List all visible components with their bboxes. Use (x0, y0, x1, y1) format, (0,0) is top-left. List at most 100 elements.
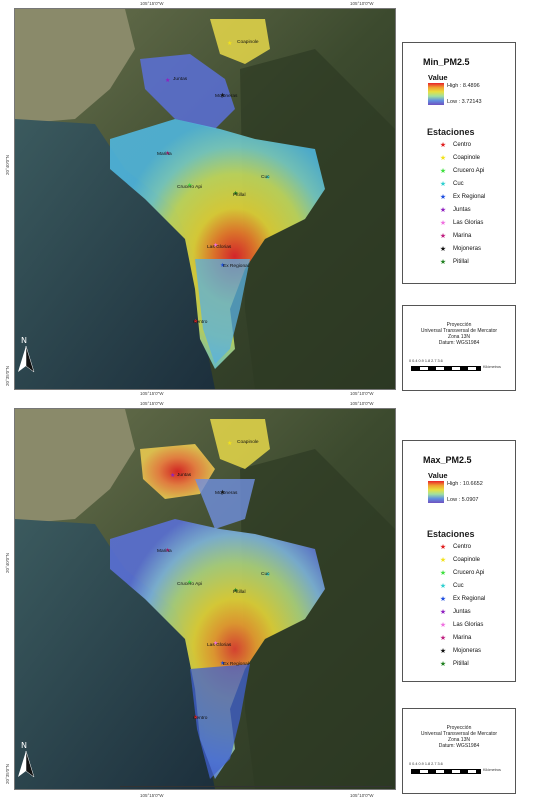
station-row-coapinole: ★ Coapinole (439, 154, 481, 162)
svg-text:★: ★ (227, 40, 232, 47)
coord-bottom-right: 105°10'0"W (350, 391, 374, 396)
star-icon: ★ (439, 180, 447, 188)
star-icon: ★ (439, 608, 447, 616)
station-row-marina: ★ Marina (439, 232, 472, 240)
projection-box-min: Proyección Universal Transversal de Merc… (402, 305, 516, 391)
svg-text:★: ★ (187, 579, 192, 586)
coord-left-lower: 20°35'0"N (5, 763, 10, 784)
label-marina: Marina (157, 152, 172, 157)
star-icon: ★ (439, 258, 447, 266)
star-icon: ★ (439, 245, 447, 253)
map-canvas-min: ★ ★ ★ ★ ★ ★ ★ ★ ★ ★ (15, 9, 395, 389)
coord-left-upper: 20°40'0"N (5, 552, 10, 573)
label-las-glorias: Las Glorias (207, 245, 232, 250)
svg-text:★: ★ (220, 92, 225, 99)
stations-title: Estaciones (427, 529, 475, 539)
star-icon: ★ (439, 232, 447, 240)
svg-text:★: ★ (227, 440, 232, 447)
station-row-centro: ★ Centro (439, 543, 472, 551)
svg-text:★: ★ (193, 714, 198, 721)
station-row-ex-regional: ★ Ex Regional (439, 193, 486, 201)
label-centro: Centro (193, 716, 208, 721)
label-mojoneras: Mojoneras (215, 491, 238, 496)
map-min-pm25[interactable]: ★ ★ ★ ★ ★ ★ ★ ★ ★ ★ Coapinole Juntas Moj… (14, 8, 396, 390)
station-row-cuc: ★ Cuc (439, 180, 464, 188)
label-marina: Marina (157, 549, 172, 554)
star-icon: ★ (439, 621, 447, 629)
panel-max-pm25: 105°15'0"W 105°10'0"W 20°40'0"N 20°35'0"… (0, 398, 534, 798)
legend-max: Max_PM2.5 Value High : 10.6652 Low : 5.0… (402, 440, 516, 682)
label-coapinole: Coapinole (237, 40, 259, 45)
station-row-pitillal: ★ Pitillal (439, 258, 469, 266)
scale-bar (411, 769, 481, 774)
ramp-high-label: High : 8.4896 (447, 83, 480, 89)
svg-text:★: ★ (220, 262, 225, 269)
label-coapinole: Coapinole (237, 440, 259, 445)
station-row-las-glorias: ★ Las Glorias (439, 219, 484, 227)
projection-box-max: Proyección Universal Transversal de Merc… (402, 708, 516, 794)
coord-top-left: 105°15'0"W (140, 1, 164, 6)
legend-value-label: Value (428, 471, 448, 480)
coord-bottom-left: 105°15'0"W (140, 793, 164, 798)
label-crucero-api: Crucero Api (177, 185, 203, 190)
svg-text:★: ★ (233, 587, 238, 594)
station-row-juntas: ★ Juntas (439, 206, 471, 214)
ramp-low-label: Low : 3.72143 (447, 99, 482, 105)
projection-line4: Datum: WGS1984 (438, 743, 480, 749)
station-row-crucero-api: ★ Crucero Api (439, 569, 485, 577)
star-icon: ★ (439, 167, 447, 175)
svg-text:★: ★ (165, 77, 170, 84)
coord-left-lower: 20°35'0"N (5, 365, 10, 386)
label-pitillal: Pitillal (233, 193, 246, 198)
station-row-crucero-api: ★ Crucero Api (439, 167, 485, 175)
coord-top-right: 105°10'0"W (350, 401, 374, 406)
projection-line2: Universal Transversal de Mercator (420, 328, 498, 334)
station-row-coapinole: ★ Coapinole (439, 556, 481, 564)
star-icon: ★ (439, 219, 447, 227)
scale-unit: Kilómetros (483, 768, 501, 772)
coord-top-left: 105°15'0"W (140, 401, 164, 406)
map-canvas-max: ★ ★ ★ ★ ★ ★ ★ ★ ★ ★ (15, 409, 395, 789)
scale-unit: Kilómetros (483, 365, 501, 369)
svg-text:★: ★ (220, 660, 225, 667)
star-icon: ★ (439, 582, 447, 590)
star-icon: ★ (439, 206, 447, 214)
station-row-mojoneras: ★ Mojoneras (439, 647, 482, 655)
coord-bottom-right: 105°10'0"W (350, 793, 374, 798)
scale-numbers: 0 0.4 0.9 1.8 2.7 3.6 (409, 359, 443, 363)
svg-text:★: ★ (187, 182, 192, 189)
label-cuc: Cuc (261, 572, 270, 577)
label-mojoneras: Mojoneras (215, 94, 238, 99)
svg-text:★: ★ (220, 489, 225, 496)
svg-text:★: ★ (193, 318, 198, 325)
star-icon: ★ (439, 556, 447, 564)
panel-min-pm25: 105°15'0"W 105°10'0"W 20°40'0"N 20°35'0"… (0, 0, 534, 400)
north-arrow-icon: N (18, 741, 35, 778)
color-ramp (428, 481, 444, 503)
color-ramp (428, 83, 444, 105)
legend-value-label: Value (428, 73, 448, 82)
svg-text:★: ★ (265, 174, 270, 181)
projection-line2: Universal Transversal de Mercator (420, 731, 498, 737)
svg-text:★: ★ (213, 640, 218, 647)
station-row-cuc: ★ Cuc (439, 582, 464, 590)
svg-text:★: ★ (213, 242, 218, 249)
label-crucero-api: Crucero Api (177, 582, 203, 587)
scale-bar (411, 366, 481, 371)
station-row-juntas: ★ Juntas (439, 608, 471, 616)
legend-min: Min_PM2.5 Value High : 8.4896 Low : 3.72… (402, 42, 516, 284)
label-centro: Centro (193, 320, 208, 325)
station-row-pitillal: ★ Pitillal (439, 660, 469, 668)
legend-title: Max_PM2.5 (423, 455, 472, 465)
bottom-rule (120, 786, 392, 787)
star-icon: ★ (439, 634, 447, 642)
star-icon: ★ (439, 193, 447, 201)
map-max-pm25[interactable]: ★ ★ ★ ★ ★ ★ ★ ★ ★ ★ Coapinole Juntas Moj… (14, 408, 396, 790)
label-pitillal: Pitillal (233, 590, 246, 595)
star-icon: ★ (439, 647, 447, 655)
projection-line3: Zona 13N (448, 737, 470, 743)
star-icon: ★ (439, 660, 447, 668)
svg-text:★: ★ (233, 190, 238, 197)
stations-title: Estaciones (427, 127, 475, 137)
station-row-ex-regional: ★ Ex Regional (439, 595, 486, 603)
